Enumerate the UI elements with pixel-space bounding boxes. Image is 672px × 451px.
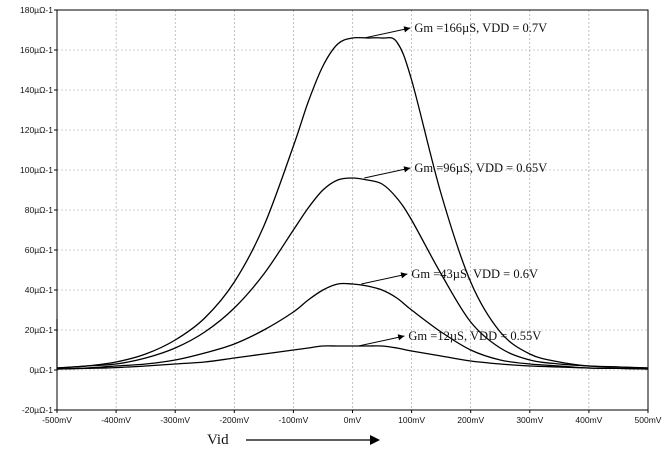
series-line-4 [56, 345, 649, 370]
y-tick-label: -20µΩ-1 [22, 405, 53, 415]
y-tick-label: 60µΩ-1 [25, 245, 54, 255]
x-tick-label: -200mV [219, 415, 249, 425]
annotation-label: Gm =43µS, VDD = 0.6V [411, 267, 538, 281]
x-axis-arrow [246, 435, 380, 445]
x-tick-label: 300mV [516, 415, 543, 425]
annotation-arrowhead [403, 26, 411, 33]
y-tick-label: 160µΩ-1 [20, 45, 53, 55]
x-tick-label: 400mV [575, 415, 602, 425]
y-tick-label: 20µΩ-1 [25, 325, 54, 335]
series-line-2 [56, 177, 649, 369]
y-tick-label: 120µΩ-1 [20, 125, 53, 135]
x-tick-label: -300mV [160, 415, 190, 425]
x-tick-label: 500mV [635, 415, 662, 425]
annotation-arrowhead [397, 334, 405, 341]
annotation-arrow-line [364, 27, 411, 39]
y-tick-label: 80µΩ-1 [25, 205, 54, 215]
x-tick-label: 0mV [344, 415, 362, 425]
y-tick-label: 140µΩ-1 [20, 85, 53, 95]
grid [56, 9, 649, 411]
annotation-label: Gm =96µS, VDD = 0.65V [414, 161, 547, 175]
x-tick-label: -100mV [279, 415, 309, 425]
x-tick-label: -400mV [101, 415, 131, 425]
annotation-arrowhead [400, 272, 408, 279]
series-line-1 [56, 36, 649, 369]
y-tick-label: 180µΩ-1 [20, 5, 53, 15]
x-tick-label: 100mV [398, 415, 425, 425]
annotation-label: Gm =12µS, VDD = 0.55V [408, 329, 541, 343]
series-group [56, 36, 649, 370]
y-tick-label: 0µΩ-1 [29, 365, 53, 375]
annotation-arrow-line [361, 273, 408, 285]
x-axis-label: Vid [207, 432, 229, 448]
annotation-arrow-line [358, 335, 405, 347]
x-tick-label: -500mV [42, 415, 72, 425]
x-tick-label: 200mV [457, 415, 484, 425]
annotations: Gm =166µS, VDD = 0.7V Gm =96µS, VDD = 0.6… [358, 21, 547, 347]
y-tick-label: 40µΩ-1 [25, 285, 54, 295]
annotation-arrowhead [403, 166, 411, 173]
series-line-3 [56, 282, 649, 370]
y-tick-label: 100µΩ-1 [20, 165, 53, 175]
y-axis-ticks: -20µΩ-1 0µΩ-1 20µΩ-1 40µΩ-1 60µΩ-1 80µΩ-1 100µ… [20, 5, 57, 415]
annotation-label: Gm =166µS, VDD = 0.7V [414, 21, 547, 35]
annotation-arrow-line [364, 167, 411, 179]
x-axis-ticks: -500mV -400mV -300mV -200mV -100mV 0mV 100mV 20… [42, 410, 662, 425]
